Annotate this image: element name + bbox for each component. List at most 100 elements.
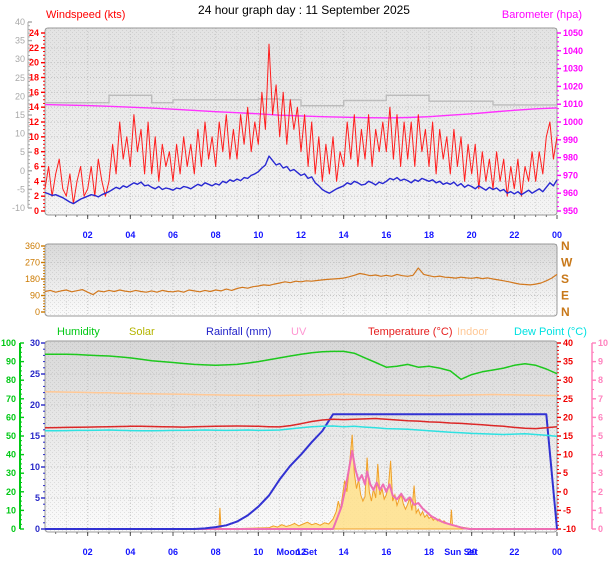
axis-tick-label: 0 <box>563 487 568 497</box>
axis-tick-label: 15 <box>30 431 40 441</box>
windspeed-gust-series <box>44 43 558 205</box>
axis-tick-label: 9 <box>598 357 603 367</box>
axis-tick-label: 30 <box>6 468 16 478</box>
barometer-series <box>44 103 558 119</box>
axis-tick-label: 5 <box>20 147 25 157</box>
axis-tick-label: 10 <box>15 129 25 139</box>
axis-tick-label: 35 <box>15 36 25 46</box>
plot-frame <box>44 243 558 317</box>
x-tick-label: 10 <box>253 547 263 557</box>
axis-tick-label: 950 <box>563 206 578 216</box>
axis-tick-label: 180 <box>25 274 40 284</box>
axis-tick-label: 40 <box>6 450 16 460</box>
axis-tick-label: 0 <box>598 524 603 534</box>
axis-tick-label: 10 <box>29 132 39 142</box>
axis-tick-label: 1030 <box>563 64 583 74</box>
humidity-series <box>45 350 558 381</box>
x-tick-label: 10 <box>253 230 263 240</box>
axis-tick-label: 90 <box>6 357 16 367</box>
axis-tick-label: 1050 <box>563 28 583 38</box>
x-tick-label: 16 <box>381 547 391 557</box>
axis-tick-label: 30 <box>563 375 573 385</box>
axis-tick-label: -5 <box>17 184 25 194</box>
axis-tick-label: 12 <box>29 117 39 127</box>
axis-tick-label: 7 <box>598 394 603 404</box>
page-title: 24 hour graph day : 11 September 2025 <box>198 3 410 17</box>
x-tick-label: 12 <box>296 230 306 240</box>
temperature-series <box>44 417 558 430</box>
x-tick-label: 08 <box>211 230 221 240</box>
axis-tick-label: 16 <box>29 87 39 97</box>
compass-label-n4: N <box>561 305 570 319</box>
axis-tick-label: 6 <box>598 412 603 422</box>
x-tick-label: 00 <box>552 230 562 240</box>
axis-tick-label: 0 <box>35 524 40 534</box>
axis-tick-label: 15 <box>563 431 573 441</box>
x-tick-label: 06 <box>168 547 178 557</box>
axis-tick-label: 90 <box>30 291 40 301</box>
x-tick-label: 14 <box>339 230 349 240</box>
axis-tick-label: 25 <box>15 73 25 83</box>
axis-tick-label: 35 <box>563 357 573 367</box>
x-tick-label: 04 <box>125 230 135 240</box>
axis-tick-label: 15 <box>15 110 25 120</box>
climate-chart: 0102030405060708090100051015202530-10-50… <box>1 338 608 557</box>
legend-dew-point: Dew Point (°C) <box>514 326 587 338</box>
axis-tick-label: 18 <box>29 73 39 83</box>
axis-tick-label: 25 <box>563 394 573 404</box>
x-tick-label: 22 <box>509 547 519 557</box>
axis-tick-label: 70 <box>6 394 16 404</box>
axis-tick-label: 100 <box>1 338 16 348</box>
axis-tick-label: -10 <box>12 203 25 213</box>
axis-tick-label: 2 <box>598 487 603 497</box>
axis-tick-label: -5 <box>563 505 571 515</box>
compass-label-e3: E <box>561 289 569 303</box>
x-tick-label: 04 <box>125 547 135 557</box>
x-tick-label: 18 <box>424 547 434 557</box>
windspeed-average-series <box>44 155 558 205</box>
x-tick-label: 02 <box>83 230 93 240</box>
x-tick-label: 14 <box>339 547 349 557</box>
legend-indoor: Indoor <box>457 326 489 338</box>
axis-tick-label: 960 <box>563 188 578 198</box>
compass-label-w1: W <box>561 256 573 270</box>
barometer-axis-title: Barometer (hpa) <box>501 9 582 21</box>
axis-tick-label: 990 <box>563 135 578 145</box>
indoor-temperature-series <box>44 390 557 397</box>
axis-tick-label: 30 <box>30 338 40 348</box>
axis-tick-label: 8 <box>34 147 39 157</box>
x-tick-label: 20 <box>467 230 477 240</box>
axis-tick-label: 20 <box>563 412 573 422</box>
axis-tick-label: 8 <box>598 375 603 385</box>
x-tick-label: 18 <box>424 230 434 240</box>
rainfall-cumulative-series <box>45 413 558 530</box>
legend-rainfall: Rainfall (mm) <box>206 326 272 338</box>
axis-tick-label: 1000 <box>563 117 583 127</box>
chart-legend: Humidity Solar Rainfall (mm) UV Temperat… <box>0 326 608 340</box>
axis-tick-label: 24 <box>29 28 39 38</box>
axis-tick-label: 20 <box>15 91 25 101</box>
axis-tick-label: 10 <box>6 505 16 515</box>
axis-tick-label: 22 <box>29 43 39 53</box>
axis-tick-label: 40 <box>15 17 25 27</box>
sun-set-annotation: Sun Set <box>444 547 478 557</box>
axis-tick-label: 1020 <box>563 81 583 91</box>
uv-series <box>45 449 557 530</box>
axis-tick-label: 60 <box>6 412 16 422</box>
axis-tick-label: 1040 <box>563 46 583 56</box>
axis-tick-label: 0 <box>11 524 16 534</box>
axis-tick-label: 40 <box>563 338 573 348</box>
x-tick-label: 12 <box>296 547 306 557</box>
axis-tick-label: 25 <box>30 369 40 379</box>
axis-tick-label: 20 <box>29 58 39 68</box>
moon-set-annotation: Moon Set <box>276 547 317 557</box>
compass-label-s2: S <box>561 272 569 286</box>
axis-tick-label: 50 <box>6 431 16 441</box>
axis-tick-label: 10 <box>563 450 573 460</box>
axis-tick-label: 5 <box>598 431 603 441</box>
wind-direction-series <box>44 267 558 296</box>
axis-tick-label: -10 <box>563 524 576 534</box>
axis-tick-label: 0 <box>34 206 39 216</box>
